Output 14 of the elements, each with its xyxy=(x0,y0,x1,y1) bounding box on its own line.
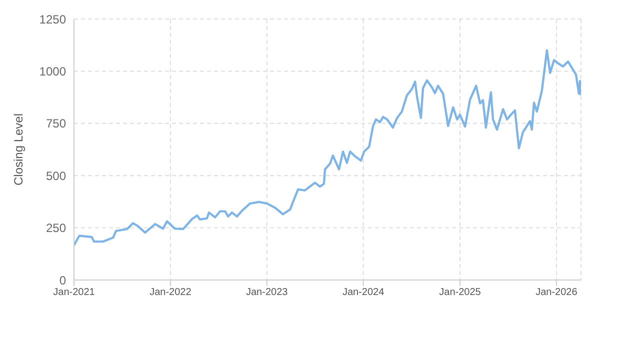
x-tick-label: Jan-2022 xyxy=(150,287,192,298)
y-tick-label: 1250 xyxy=(39,12,66,26)
y-tick-label: 500 xyxy=(46,168,66,183)
x-tick-label: Jan-2021 xyxy=(53,287,96,298)
y-tick-label: 250 xyxy=(46,221,66,236)
y-tick-label: 750 xyxy=(46,116,66,131)
x-tick-label: Jan-2023 xyxy=(246,287,288,298)
line-series xyxy=(74,49,581,246)
y-tick-label: 0 xyxy=(59,273,66,288)
x-tick-label: Jan-2024 xyxy=(342,287,385,298)
y-axis-title: Closing Level xyxy=(11,113,26,186)
x-tick-label: Jan-2025 xyxy=(439,287,482,298)
y-tick-label: 1000 xyxy=(39,64,66,78)
x-tick-label: Jan-2026 xyxy=(536,287,578,298)
